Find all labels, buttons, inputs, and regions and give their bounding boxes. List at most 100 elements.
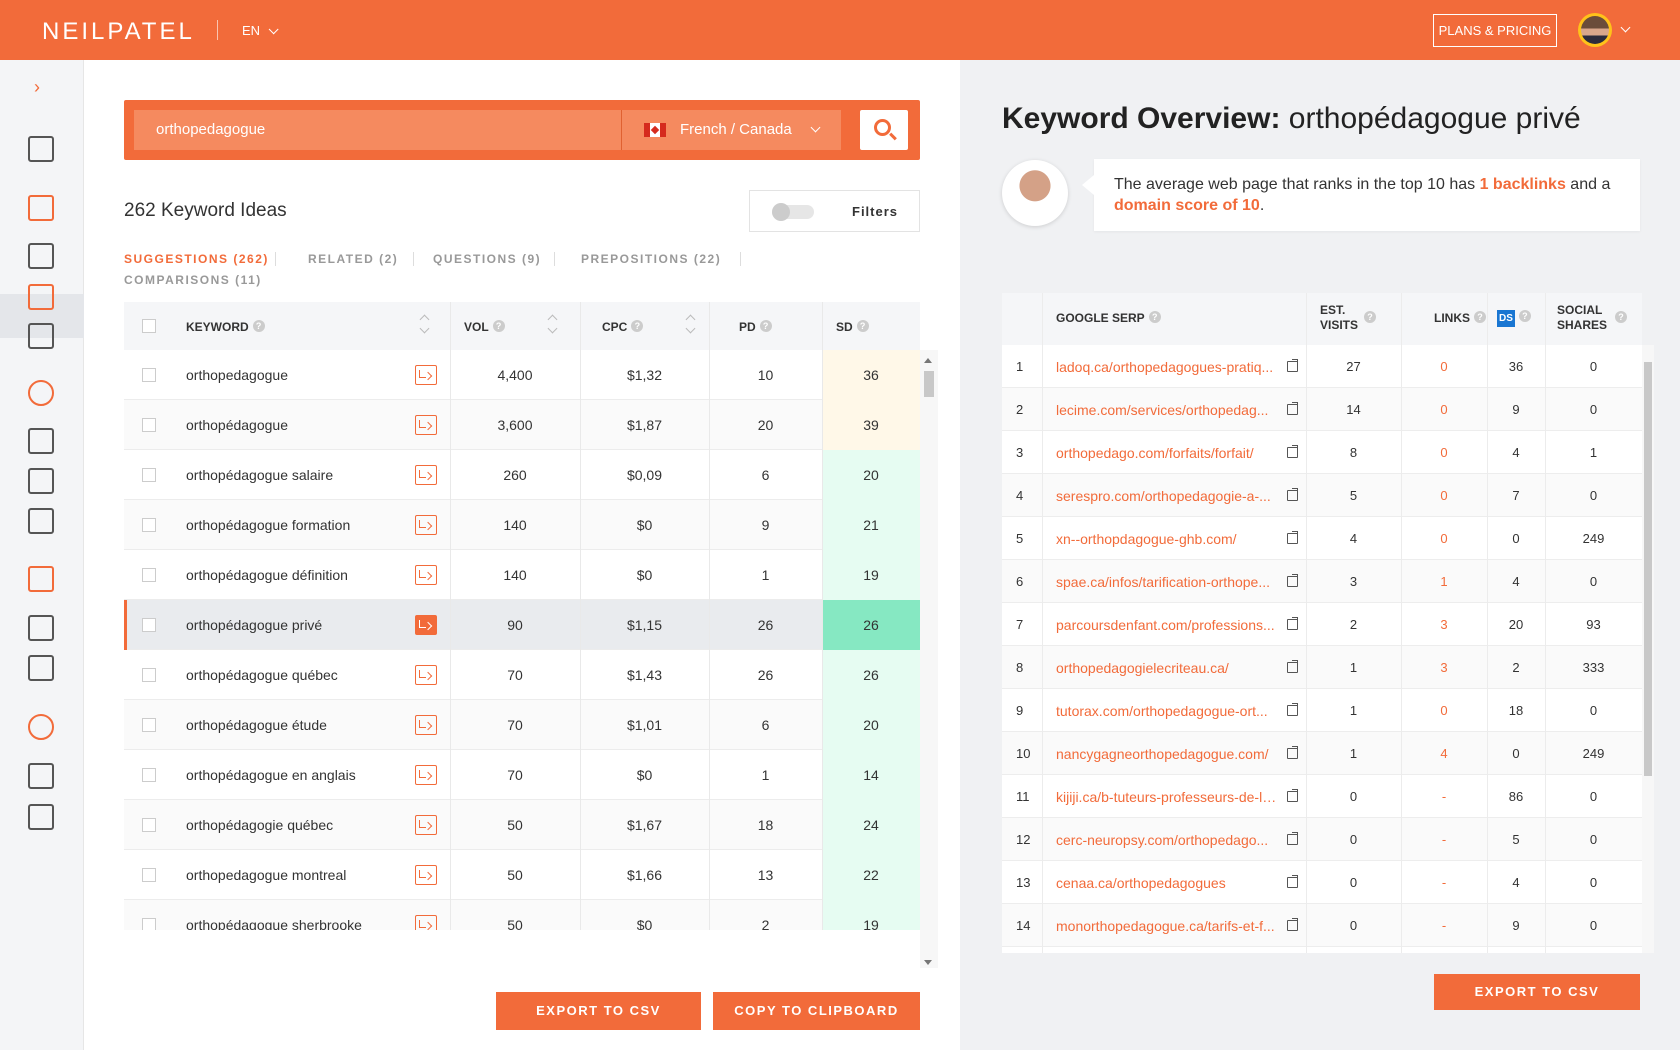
locale-selector[interactable]: French / Canada [621,110,841,150]
links-cell[interactable]: 0 [1440,402,1448,417]
links-cell[interactable]: 0 [1440,488,1448,503]
serp-url-link[interactable]: lecime.com/services/orthopedag... [1056,402,1269,418]
table-row[interactable]: orthopedagogue 4,400 $1,32 10 36 [124,350,920,400]
open-keyword-icon[interactable] [415,715,437,735]
settings-list-icon[interactable] [28,615,54,641]
help-icon[interactable] [28,714,54,740]
select-all-checkbox[interactable] [142,319,156,333]
site-audit-icon[interactable] [28,195,54,221]
table-scrollbar[interactable] [920,350,938,968]
table-row[interactable]: orthopédagogue étude 70 $1,01 6 20 [124,700,920,750]
serp-url-link[interactable]: cenaa.ca/orthopedagogues [1056,875,1226,891]
external-link-icon[interactable] [1287,918,1298,931]
links-cell[interactable]: - [1441,789,1447,804]
links-cell[interactable]: - [1441,875,1447,890]
serp-url-link[interactable]: parcoursdenfant.com/professions... [1056,617,1275,633]
external-link-icon[interactable] [1287,832,1298,845]
scroll-up-icon[interactable] [924,358,932,363]
serp-url-link[interactable]: nancygagneorthopedagogue.com/ [1056,746,1269,762]
open-keyword-icon[interactable] [415,865,437,885]
table-row[interactable]: orthopédagogue québec 70 $1,43 26 26 [124,650,920,700]
links-cell[interactable]: - [1441,918,1447,933]
links-cell[interactable]: - [1441,832,1447,847]
table-scrollbar-thumb[interactable] [924,371,934,397]
row-checkbox[interactable] [142,718,156,732]
row-checkbox[interactable] [142,818,156,832]
table-row[interactable]: orthopédagogue en anglais 70 $0 1 14 [124,750,920,800]
column-cpc[interactable]: CPC? [602,320,644,334]
users-icon[interactable] [28,380,54,406]
open-keyword-icon[interactable] [415,915,437,930]
table-row[interactable]: orthopédagogue sherbrooke 50 $0 2 19 [124,900,920,930]
serp-url-link[interactable]: serespro.com/orthopedagogie-a-... [1056,488,1271,504]
table-row[interactable]: orthopédagogie québec 50 $1,67 18 24 [124,800,920,850]
keyword-cell[interactable]: orthopédagogie québec [186,817,334,833]
open-keyword-icon[interactable] [415,615,437,635]
keyword-cell[interactable]: orthopédagogue étude [186,717,327,733]
table-row[interactable]: orthopédagogue privé 90 $1,15 26 26 [124,600,920,650]
open-keyword-icon[interactable] [415,365,437,385]
external-link-icon[interactable] [1287,531,1298,544]
external-link-icon[interactable] [1287,875,1298,888]
export-serp-csv-button[interactable]: EXPORT TO CSV [1434,974,1640,1010]
search-button[interactable] [860,110,908,150]
table-row[interactable]: orthopédagogue salaire 260 $0,09 6 20 [124,450,920,500]
list-icon[interactable] [28,508,54,534]
external-link-icon[interactable] [1287,359,1298,372]
serp-url-link[interactable]: cerc-neuropsy.com/orthopedago... [1056,832,1269,848]
row-checkbox[interactable] [142,668,156,682]
book-icon[interactable] [28,763,54,789]
keyword-cell[interactable]: orthopédagogue [186,417,288,433]
column-keyword[interactable]: KEYWORD? [186,320,265,334]
filters-toggle[interactable] [772,203,814,221]
links-cell[interactable]: 1 [1440,574,1448,589]
export-csv-button[interactable]: EXPORT TO CSV [496,992,701,1030]
row-checkbox[interactable] [142,768,156,782]
headset-icon[interactable] [28,804,54,830]
links-cell[interactable]: 3 [1440,617,1448,632]
external-link-icon[interactable] [1287,574,1298,587]
row-checkbox[interactable] [142,918,156,930]
links-cell[interactable]: 0 [1440,531,1448,546]
keyword-cell[interactable]: orthopédagogue définition [186,567,348,583]
keyword-cell[interactable]: orthopédagogue sherbrooke [186,917,362,930]
links-cell[interactable]: 3 [1440,660,1448,675]
open-keyword-icon[interactable] [415,465,437,485]
external-link-icon[interactable] [1287,402,1298,415]
content-ideas-icon[interactable] [28,468,54,494]
column-sd[interactable]: SD? [836,320,869,334]
tab-prepositions[interactable]: PREPOSITIONS (22) [581,252,722,266]
row-checkbox[interactable] [142,518,156,532]
open-keyword-icon[interactable] [415,565,437,585]
expand-sidebar-icon[interactable]: › [34,77,40,97]
links-cell[interactable]: 0 [1440,445,1448,460]
table-row[interactable]: orthopedagogue montreal 50 $1,66 13 22 [124,850,920,900]
scroll-down-icon[interactable] [924,960,932,965]
dashboard-icon[interactable] [28,136,54,162]
tab-questions[interactable]: QUESTIONS (9) [433,252,542,266]
open-keyword-icon[interactable] [415,415,437,435]
external-link-icon[interactable] [1287,617,1298,630]
external-link-icon[interactable] [1287,789,1298,802]
logo[interactable]: NEILPATEL [42,18,195,45]
tab-related[interactable]: RELATED (2) [308,252,399,266]
language-selector[interactable]: EN [242,23,279,38]
open-keyword-icon[interactable] [415,765,437,785]
extension-icon[interactable] [28,655,54,681]
avatar[interactable] [1578,13,1612,47]
external-link-icon[interactable] [1287,660,1298,673]
keyword-cell[interactable]: orthopédagogue formation [186,517,351,533]
sort-icon[interactable] [687,316,695,334]
keyword-cell[interactable]: orthopedagogue montreal [186,867,347,883]
chevron-down-icon[interactable] [1620,22,1631,33]
external-link-icon[interactable] [1287,703,1298,716]
serp-url-link[interactable]: monorthopedagogue.ca/tarifs-et-f... [1056,918,1275,934]
keyword-research-icon[interactable] [28,323,54,349]
row-checkbox[interactable] [142,868,156,882]
links-cell[interactable]: 4 [1440,746,1448,761]
keyword-cell[interactable]: orthopédagogue salaire [186,467,334,483]
links-cell[interactable]: 0 [1440,703,1448,718]
row-checkbox[interactable] [142,618,156,632]
table-row[interactable]: orthopédagogue formation 140 $0 9 21 [124,500,920,550]
keyword-ideas-icon[interactable] [28,284,54,310]
